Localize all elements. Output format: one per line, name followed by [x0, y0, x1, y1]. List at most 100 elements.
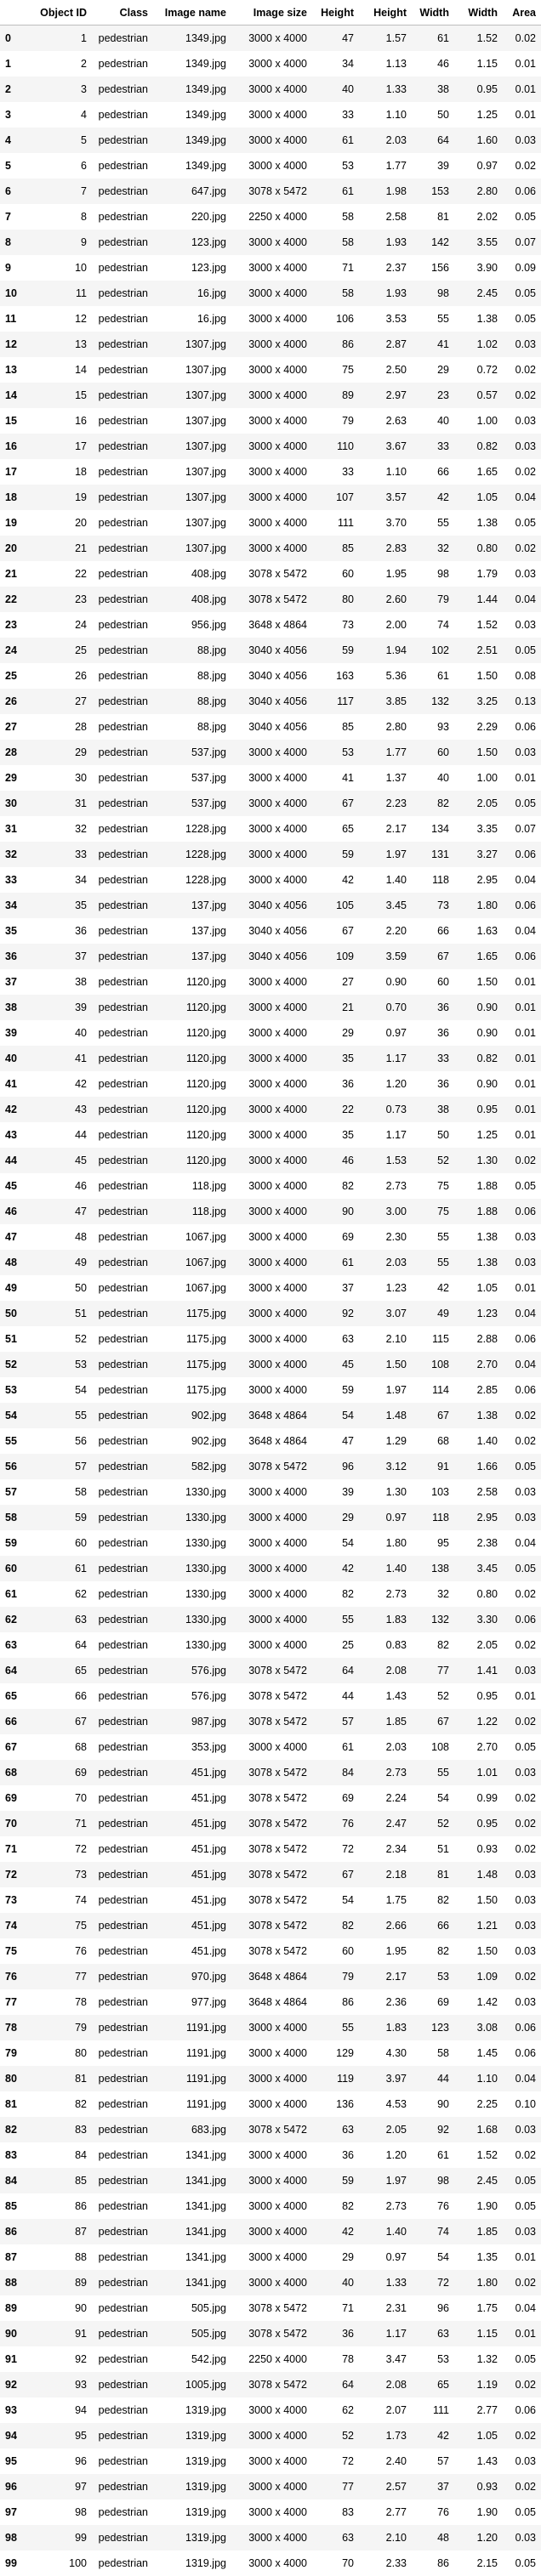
cell-row-index: 54 [0, 1403, 34, 1428]
cell-width-pct: 1.23 [454, 1301, 503, 1326]
cell-height-px: 60 [312, 1938, 359, 1964]
cell-height-px: 63 [312, 2525, 359, 2550]
cell-image-size: 3000 x 4000 [231, 26, 312, 52]
cell-class: pedestrian [92, 1479, 153, 1505]
cell-row-index: 32 [0, 842, 34, 867]
cell-width-pct: 1.50 [454, 663, 503, 689]
cell-height-px: 63 [312, 2117, 359, 2142]
cell-image-size: 3000 x 4000 [231, 536, 312, 561]
cell-width-px: 69 [412, 1989, 454, 2015]
cell-area: 0.02 [503, 1785, 541, 1811]
cell-image-size: 3078 x 5472 [231, 1836, 312, 1862]
cell-row-index: 86 [0, 2219, 34, 2244]
cell-area: 0.05 [503, 1173, 541, 1199]
cell-image-size: 3648 x 4864 [231, 1403, 312, 1428]
cell-image-size: 3000 x 4000 [231, 281, 312, 306]
cell-area: 0.03 [503, 2525, 541, 2550]
cell-area: 0.01 [503, 102, 541, 128]
cell-row-index: 81 [0, 2091, 34, 2117]
cell-height-px: 33 [312, 459, 359, 485]
cell-width-px: 60 [412, 740, 454, 765]
cell-height-px: 27 [312, 969, 359, 995]
cell-image-size: 3000 x 4000 [231, 332, 312, 357]
cell-object-id: 69 [34, 1760, 92, 1785]
cell-image-name: 902.jpg [153, 1403, 231, 1428]
cell-height-pct: 2.03 [359, 128, 412, 153]
cell-image-size: 3000 x 4000 [231, 1046, 312, 1071]
cell-height-px: 64 [312, 2372, 359, 2397]
cell-image-name: 1228.jpg [153, 816, 231, 842]
cell-class: pedestrian [92, 1709, 153, 1734]
cell-height-pct: 2.73 [359, 1173, 412, 1199]
cell-area: 0.02 [503, 2372, 541, 2397]
cell-area: 0.02 [503, 153, 541, 179]
cell-object-id: 84 [34, 2142, 92, 2168]
cell-class: pedestrian [92, 1122, 153, 1148]
cell-class: pedestrian [92, 306, 153, 332]
cell-object-id: 35 [34, 893, 92, 918]
cell-height-pct: 1.83 [359, 2015, 412, 2040]
cell-image-size: 3000 x 4000 [231, 255, 312, 281]
cell-row-index: 61 [0, 1581, 34, 1607]
cell-area: 0.03 [503, 1862, 541, 1887]
cell-width-px: 51 [412, 1836, 454, 1862]
cell-class: pedestrian [92, 1377, 153, 1403]
cell-object-id: 5 [34, 128, 92, 153]
cell-height-pct: 2.73 [359, 1581, 412, 1607]
cell-area: 0.01 [503, 995, 541, 1020]
cell-area: 0.05 [503, 2168, 541, 2193]
cell-height-pct: 1.23 [359, 1275, 412, 1301]
cell-width-pct: 1.19 [454, 2372, 503, 2397]
cell-height-pct: 2.00 [359, 612, 412, 638]
cell-image-name: 1120.jpg [153, 1071, 231, 1097]
cell-height-pct: 1.40 [359, 867, 412, 893]
cell-height-px: 80 [312, 587, 359, 612]
cell-image-size: 3000 x 4000 [231, 765, 312, 791]
cell-image-name: 956.jpg [153, 612, 231, 638]
cell-image-size: 3000 x 4000 [231, 995, 312, 1020]
cell-class: pedestrian [92, 689, 153, 714]
cell-row-index: 18 [0, 485, 34, 510]
cell-width-px: 55 [412, 306, 454, 332]
cell-class: pedestrian [92, 51, 153, 77]
cell-area: 0.06 [503, 2040, 541, 2066]
cell-height-px: 35 [312, 1046, 359, 1071]
cell-object-id: 3 [34, 77, 92, 102]
cell-height-px: 25 [312, 1632, 359, 1658]
cell-image-size: 3000 x 4000 [231, 2499, 312, 2525]
cell-class: pedestrian [92, 587, 153, 612]
cell-image-size: 3078 x 5472 [231, 1938, 312, 1964]
cell-height-px: 83 [312, 2499, 359, 2525]
cell-width-px: 81 [412, 1862, 454, 1887]
cell-height-px: 40 [312, 2270, 359, 2295]
cell-height-pct: 2.30 [359, 1224, 412, 1250]
cell-width-px: 58 [412, 2040, 454, 2066]
cell-area: 0.04 [503, 1530, 541, 1556]
cell-width-px: 61 [412, 2142, 454, 2168]
cell-image-name: 1341.jpg [153, 2244, 231, 2270]
cell-width-px: 96 [412, 2295, 454, 2321]
cell-object-id: 60 [34, 1530, 92, 1556]
cell-row-index: 66 [0, 1709, 34, 1734]
cell-image-size: 3000 x 4000 [231, 357, 312, 383]
cell-height-px: 82 [312, 1913, 359, 1938]
cell-image-size: 3000 x 4000 [231, 2015, 312, 2040]
cell-object-id: 96 [34, 2448, 92, 2474]
cell-area: 0.05 [503, 1556, 541, 1581]
cell-height-px: 40 [312, 77, 359, 102]
cell-height-px: 58 [312, 204, 359, 230]
cell-row-index: 25 [0, 663, 34, 689]
cell-row-index: 63 [0, 1632, 34, 1658]
cell-row-index: 9 [0, 255, 34, 281]
cell-class: pedestrian [92, 2040, 153, 2066]
cell-image-size: 3000 x 4000 [231, 459, 312, 485]
